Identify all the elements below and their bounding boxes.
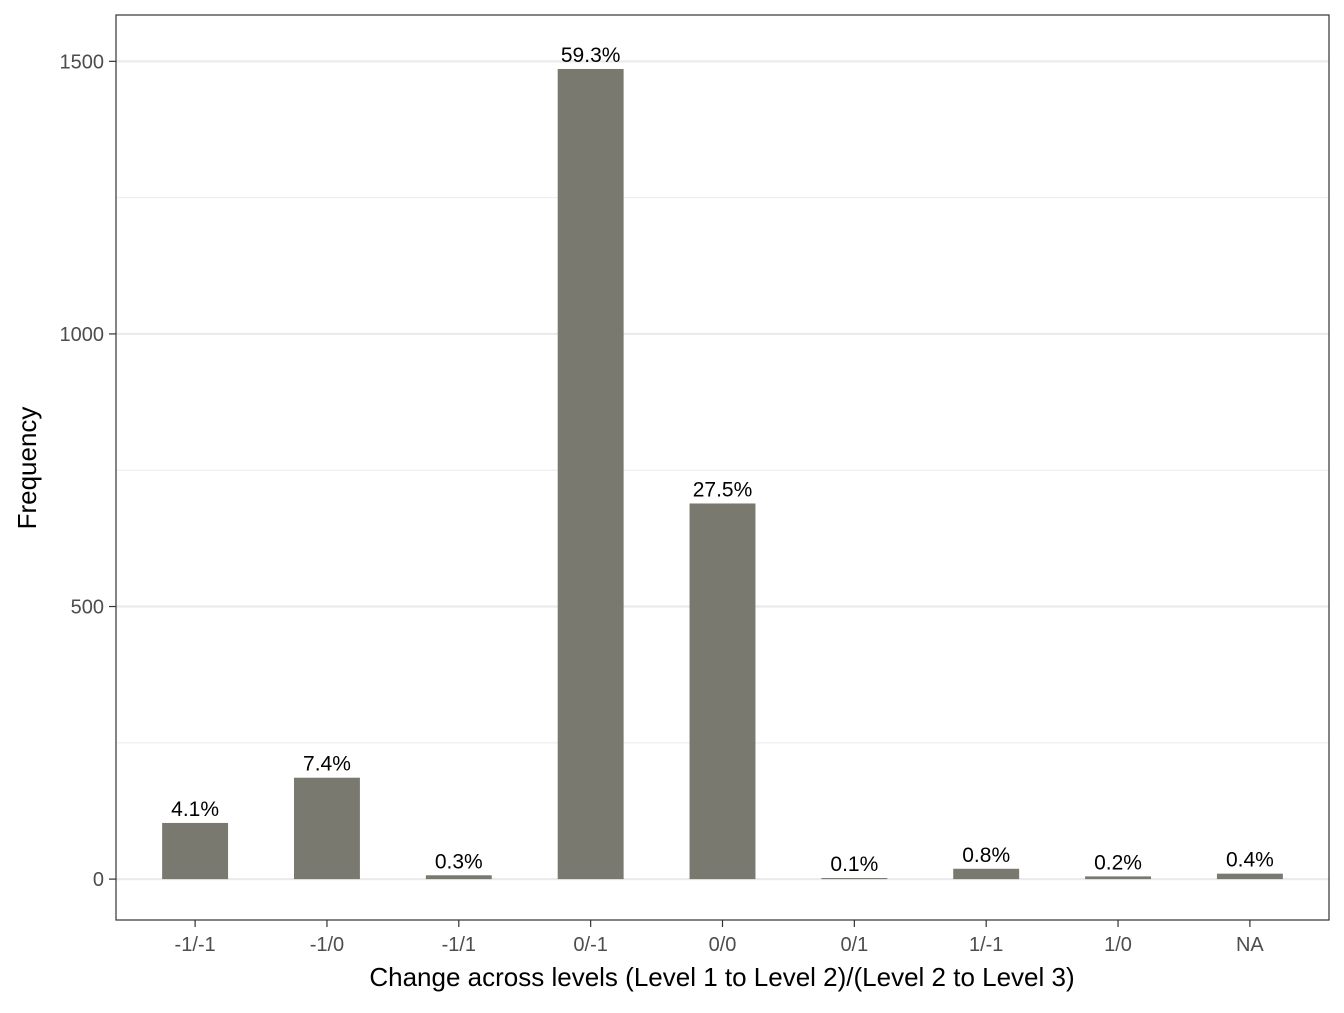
bar-0/-1 bbox=[557, 68, 624, 880]
bar-1/-1 bbox=[953, 868, 1020, 880]
x-tick-label: 0/0 bbox=[709, 934, 737, 956]
x-tick-label: NA bbox=[1236, 934, 1264, 956]
data-label: 0.8% bbox=[962, 844, 1010, 867]
data-label: 7.4% bbox=[303, 753, 351, 776]
y-tick-label: 1500 bbox=[60, 51, 105, 73]
bar-NA bbox=[1216, 873, 1283, 880]
y-tick-label: 500 bbox=[71, 597, 104, 619]
data-label: 27.5% bbox=[693, 478, 753, 501]
bar--1/1 bbox=[425, 875, 492, 880]
x-axis-title: Change across levels (Level 1 to Level 2… bbox=[369, 962, 1074, 992]
bar--1/0 bbox=[293, 777, 360, 880]
bar--1/-1 bbox=[162, 822, 229, 880]
data-label: 0.2% bbox=[1094, 851, 1142, 874]
bars bbox=[162, 68, 1283, 880]
bar-1/0 bbox=[1085, 876, 1152, 880]
data-label: 0.3% bbox=[435, 850, 483, 873]
x-tick-label: -1/0 bbox=[310, 934, 344, 956]
y-axis-title: Frequency bbox=[12, 407, 42, 530]
data-label: 0.4% bbox=[1226, 849, 1274, 872]
x-tick-label: -1/1 bbox=[442, 934, 476, 956]
x-axis: -1/-1 -1/0 -1/1 0/-1 0/0 0/1 1/-1 1/0 NA bbox=[175, 920, 1264, 956]
x-tick-label: 0/-1 bbox=[573, 934, 607, 956]
data-label: 59.3% bbox=[561, 44, 621, 67]
x-tick-label: -1/-1 bbox=[175, 934, 216, 956]
y-tick-label: 0 bbox=[93, 869, 104, 891]
data-label: 4.1% bbox=[171, 798, 219, 821]
y-tick-label: 1000 bbox=[60, 324, 105, 346]
x-tick-label: 1/0 bbox=[1104, 934, 1132, 956]
x-tick-label: 0/1 bbox=[840, 934, 868, 956]
bar-0/0 bbox=[689, 503, 756, 880]
y-axis: 0 500 1000 1500 bbox=[60, 51, 116, 891]
data-labels: 4.1% 7.4% 0.3% 59.3% 27.5% 0.1% 0.8% 0.2% 0.4% bbox=[171, 44, 1274, 876]
bar-0/1 bbox=[821, 878, 888, 880]
x-tick-label: 1/-1 bbox=[969, 934, 1003, 956]
data-label: 0.1% bbox=[830, 853, 878, 876]
